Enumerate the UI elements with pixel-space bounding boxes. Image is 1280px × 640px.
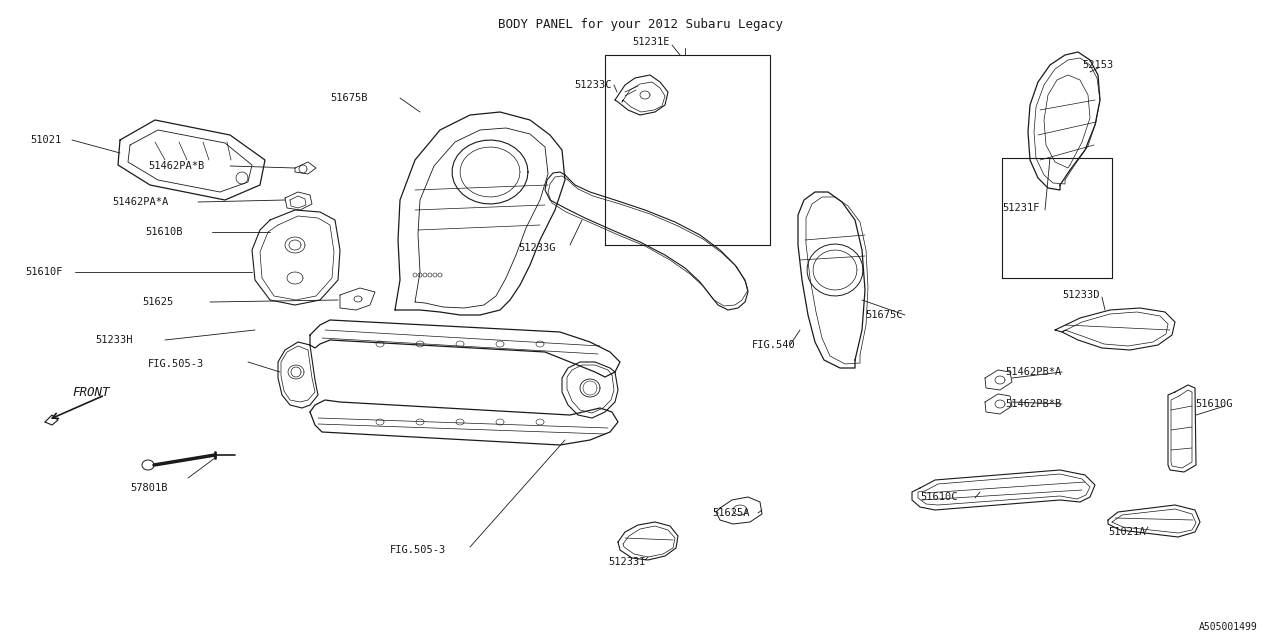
Text: 52153: 52153 (1082, 60, 1114, 70)
Text: 51625A: 51625A (712, 508, 750, 518)
Text: 57801B: 57801B (131, 483, 168, 493)
Text: 51021A: 51021A (1108, 527, 1146, 537)
Text: 51610B: 51610B (145, 227, 183, 237)
Text: 51233I: 51233I (608, 557, 645, 567)
Text: 51675C: 51675C (865, 310, 902, 320)
Text: 51610G: 51610G (1196, 399, 1233, 409)
Text: 51233C: 51233C (573, 80, 612, 90)
Text: A505001499: A505001499 (1199, 622, 1258, 632)
Text: 51462PA*B: 51462PA*B (148, 161, 205, 171)
Text: 51462PB*B: 51462PB*B (1005, 399, 1061, 409)
Text: 51231E: 51231E (632, 37, 669, 47)
Text: FRONT: FRONT (72, 385, 110, 399)
Text: 51675B: 51675B (330, 93, 367, 103)
Text: 51625: 51625 (142, 297, 173, 307)
Text: FIG.540: FIG.540 (753, 340, 796, 350)
Text: 51231F: 51231F (1002, 203, 1039, 213)
Text: 51233D: 51233D (1062, 290, 1100, 300)
Text: 51610C: 51610C (920, 492, 957, 502)
Text: FIG.505-3: FIG.505-3 (390, 545, 447, 555)
Text: 51462PA*A: 51462PA*A (113, 197, 168, 207)
Text: FIG.505-3: FIG.505-3 (148, 359, 205, 369)
Text: 51233H: 51233H (95, 335, 133, 345)
Text: BODY PANEL for your 2012 Subaru Legacy: BODY PANEL for your 2012 Subaru Legacy (498, 18, 782, 31)
Text: 51233G: 51233G (518, 243, 556, 253)
Text: 51610F: 51610F (26, 267, 63, 277)
Text: 51021: 51021 (29, 135, 61, 145)
Text: 51462PB*A: 51462PB*A (1005, 367, 1061, 377)
